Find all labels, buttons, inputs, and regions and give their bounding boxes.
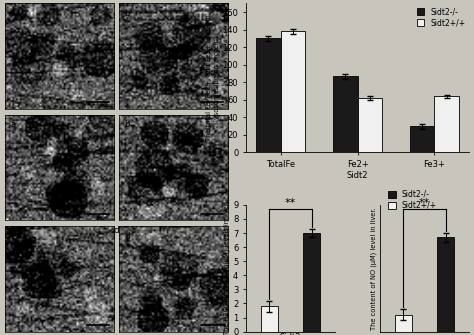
Bar xyxy=(261,306,278,332)
X-axis label: Sidt2: Sidt2 xyxy=(280,333,301,335)
Bar xyxy=(435,96,459,152)
Bar xyxy=(438,237,455,332)
Text: b: b xyxy=(124,9,129,18)
Text: c: c xyxy=(10,232,15,241)
Bar xyxy=(281,31,305,152)
Text: d: d xyxy=(124,232,129,241)
Bar xyxy=(333,76,357,152)
Bar xyxy=(256,39,281,152)
Bar xyxy=(410,126,435,152)
Text: b: b xyxy=(124,120,129,129)
Bar xyxy=(357,98,382,152)
Y-axis label: The content of NO (μM) level in liver.: The content of NO (μM) level in liver. xyxy=(371,207,377,330)
Bar xyxy=(303,233,320,332)
Bar xyxy=(395,315,412,332)
Text: a: a xyxy=(10,9,15,18)
X-axis label: Sidt2: Sidt2 xyxy=(347,171,368,180)
Text: d: d xyxy=(113,226,119,236)
Legend: Sidt2-/-, Sidt2+/+: Sidt2-/-, Sidt2+/+ xyxy=(388,190,437,210)
Text: D: D xyxy=(192,187,202,200)
Text: **: ** xyxy=(419,198,430,208)
Text: **: ** xyxy=(285,198,296,208)
Y-axis label: The H2O2 production(μM) levels in liver: The H2O2 production(μM) levels in liver xyxy=(224,202,230,335)
Y-axis label: The total Fe, Fe2+, and Fe3+ levels in
lysosomes(μg/ng protein): The total Fe, Fe2+, and Fe3+ levels in l… xyxy=(206,14,219,141)
Legend: Sidt2-/-, Sidt2+/+: Sidt2-/-, Sidt2+/+ xyxy=(417,7,465,27)
Text: a: a xyxy=(10,120,15,129)
